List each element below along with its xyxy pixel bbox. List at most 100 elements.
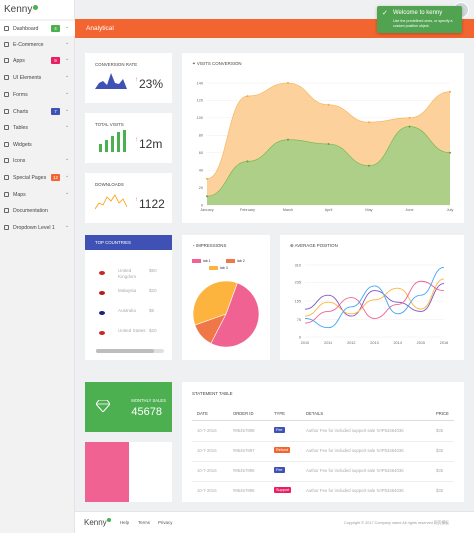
flag-icon	[99, 291, 105, 295]
divider	[192, 420, 454, 421]
footer: Kenny Help Terms Privacy Copyright © 201…	[75, 511, 474, 533]
table-header[interactable]: Order ID	[233, 411, 254, 416]
countries-header	[85, 235, 172, 250]
visits-conversion-card: ⚭ Visits Conversion 0 20 40 60 80 100 120 140 Ja…	[182, 53, 464, 223]
link-icon: ⚭	[192, 61, 197, 66]
sidebar-item[interactable]: Dropdown Level 1 ⌄	[0, 220, 75, 235]
badge: 7	[51, 108, 60, 115]
series-line	[304, 266, 445, 329]
sidebar-item-label: Dashboard	[13, 25, 39, 32]
x-tick-label: June	[405, 208, 413, 212]
country-name: United States	[118, 328, 146, 333]
y-tick-label: 155	[295, 299, 301, 303]
country-value: $20	[149, 328, 157, 333]
horizontal-scrollbar[interactable]	[96, 349, 164, 353]
y-tick-label: 0	[201, 203, 203, 207]
y-tick-label: 40	[199, 168, 203, 172]
average-position-line-chart: 0 75 155 235 310 2010 2011 2012 2013 2014 2015 2016	[295, 263, 449, 345]
data-point	[327, 143, 330, 145]
country-name: Malaysia	[118, 288, 137, 293]
sidebar-item[interactable]: E-Commerce ⌄	[0, 37, 75, 52]
sidebar-item[interactable]: Dashboard 4 ⌄	[0, 21, 75, 36]
sidebar-item-label: Widgets	[13, 141, 32, 148]
chevron-down-icon: ⌄	[65, 90, 70, 96]
table-cell-details: Author Fee for included support sale IVI…	[306, 448, 404, 453]
series-line	[304, 278, 445, 317]
table-header[interactable]: Details	[306, 411, 324, 416]
table-cell-price: $35	[436, 428, 444, 433]
menu-icon	[4, 109, 9, 114]
x-tick-label: 2012	[347, 341, 355, 345]
sidebar-item[interactable]: Widgets	[0, 137, 75, 152]
chevron-down-icon: ⌄	[65, 56, 70, 62]
row-divider	[192, 441, 454, 442]
sidebar-item[interactable]: Apps 9 ⌄	[0, 53, 75, 68]
table-header[interactable]: Price	[436, 411, 449, 416]
sidebar: Kenny Dashboard 4 ⌄ E-Commerce ⌄ Apps 9 ⌄ UI Ele…	[0, 0, 75, 533]
table-header[interactable]: Type	[274, 411, 285, 416]
table-header[interactable]: Date	[197, 411, 208, 416]
sidebar-item-label: UI Elements	[13, 74, 42, 81]
table-cell-type: Fee	[274, 427, 285, 433]
sidebar-item[interactable]: Maps ⌄	[0, 187, 75, 202]
menu-icon	[4, 158, 9, 163]
statement-table-card: Statement Table Date Order ID Type Details P…	[182, 382, 464, 502]
downloads-card: Downloads ↑1122	[85, 173, 172, 223]
welcome-toast[interactable]: ✓ Welcome to kenny Use the predefined on…	[377, 6, 462, 33]
page-header: Analytical	[75, 19, 474, 38]
chart-icon: ◔	[192, 243, 196, 248]
chevron-down-icon: ⌄	[65, 190, 70, 196]
table-cell-date: 10-7-2016	[197, 488, 217, 493]
monthly-sales-label: Monthly Sales	[131, 398, 166, 403]
data-point	[287, 82, 289, 84]
chevron-down-icon: ⌄	[65, 156, 70, 162]
sidebar-item[interactable]: Special Pages 12 ⌄	[0, 170, 75, 185]
country-name: United Kingdom	[118, 268, 137, 279]
data-point	[449, 90, 451, 93]
table-cell-order: #85457895	[233, 488, 255, 493]
stat-value: ↑23%	[135, 77, 164, 91]
sidebar-item[interactable]: Documentation	[0, 203, 75, 218]
toast-title: Welcome to kenny	[393, 10, 443, 16]
downloads-sparkline	[95, 194, 127, 210]
table-cell-details: Author Fee for included support sale IVI…	[306, 488, 404, 493]
chevron-down-icon: ⌄	[65, 123, 70, 129]
card-title: ⚭ Visits Conversion	[192, 61, 242, 66]
data-point	[327, 103, 330, 106]
country-row: Australia $5	[85, 306, 173, 326]
conversion-sparkline	[95, 73, 127, 89]
conversion-rate-card: Conversion Rate ↑23%	[85, 53, 172, 103]
x-tick-label: 2014	[393, 341, 401, 345]
x-tick-label: January	[200, 208, 214, 212]
x-tick-label: February	[240, 208, 255, 212]
y-tick-label: 140	[197, 81, 203, 85]
menu-icon	[4, 92, 9, 97]
logo[interactable]: Kenny	[0, 0, 74, 19]
check-icon: ✓	[382, 10, 388, 17]
menu-icon	[4, 42, 9, 47]
footer-link-privacy[interactable]: Privacy	[158, 520, 173, 525]
card-title: ⊕ Average Position	[290, 243, 338, 248]
footer-link-help[interactable]: Help	[120, 520, 130, 525]
sidebar-item[interactable]: Charts 7 ⌄	[0, 104, 75, 119]
sidebar-item[interactable]: Icons ⌄	[0, 153, 75, 168]
data-point	[287, 138, 289, 141]
total-visits-card: Total Visits ↑12m	[85, 113, 172, 163]
data-point	[206, 195, 208, 198]
data-point	[246, 160, 249, 163]
average-position-card: ⊕ Average Position 0 75 155 235 310 2010 2011 2…	[280, 235, 464, 360]
sidebar-item[interactable]: Tables ⌄	[0, 120, 75, 135]
country-row: Malaysia $20	[85, 286, 173, 306]
menu-icon	[4, 208, 9, 213]
stat-value: ↑1122	[135, 197, 165, 211]
table-cell-date: 10-7-2016	[197, 468, 217, 473]
card-title: Conversion Rate	[95, 62, 138, 67]
footer-link-terms[interactable]: Terms	[138, 520, 150, 525]
sidebar-item[interactable]: UI Elements ⌄	[0, 70, 75, 85]
x-tick-label: 2015	[417, 341, 425, 345]
chevron-down-icon: ⌄	[65, 223, 70, 229]
sidebar-item[interactable]: Forms ⌄	[0, 87, 75, 102]
series-line	[304, 280, 445, 324]
copyright: Copyright © 2017 Company name All rights…	[344, 521, 449, 525]
sidebar-item-label: Icons	[13, 157, 26, 164]
